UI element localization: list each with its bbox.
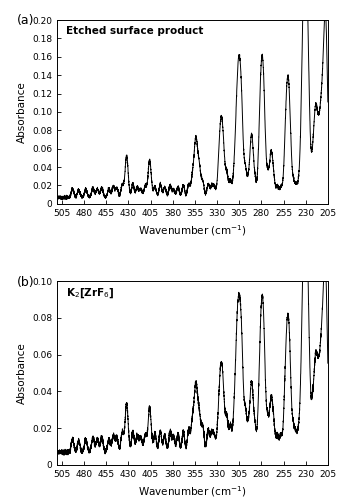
Y-axis label: Absorbance: Absorbance — [17, 342, 27, 404]
Text: (b): (b) — [17, 276, 34, 288]
X-axis label: Wavenumber (cm$^{-1}$): Wavenumber (cm$^{-1}$) — [138, 224, 247, 238]
Text: Etched surface product: Etched surface product — [66, 26, 203, 36]
Text: (a): (a) — [17, 14, 34, 28]
Text: K$_2$[ZrF$_6$]: K$_2$[ZrF$_6$] — [66, 286, 114, 300]
Y-axis label: Absorbance: Absorbance — [17, 81, 27, 143]
X-axis label: Wavenumber (cm$^{-1}$): Wavenumber (cm$^{-1}$) — [138, 484, 247, 499]
